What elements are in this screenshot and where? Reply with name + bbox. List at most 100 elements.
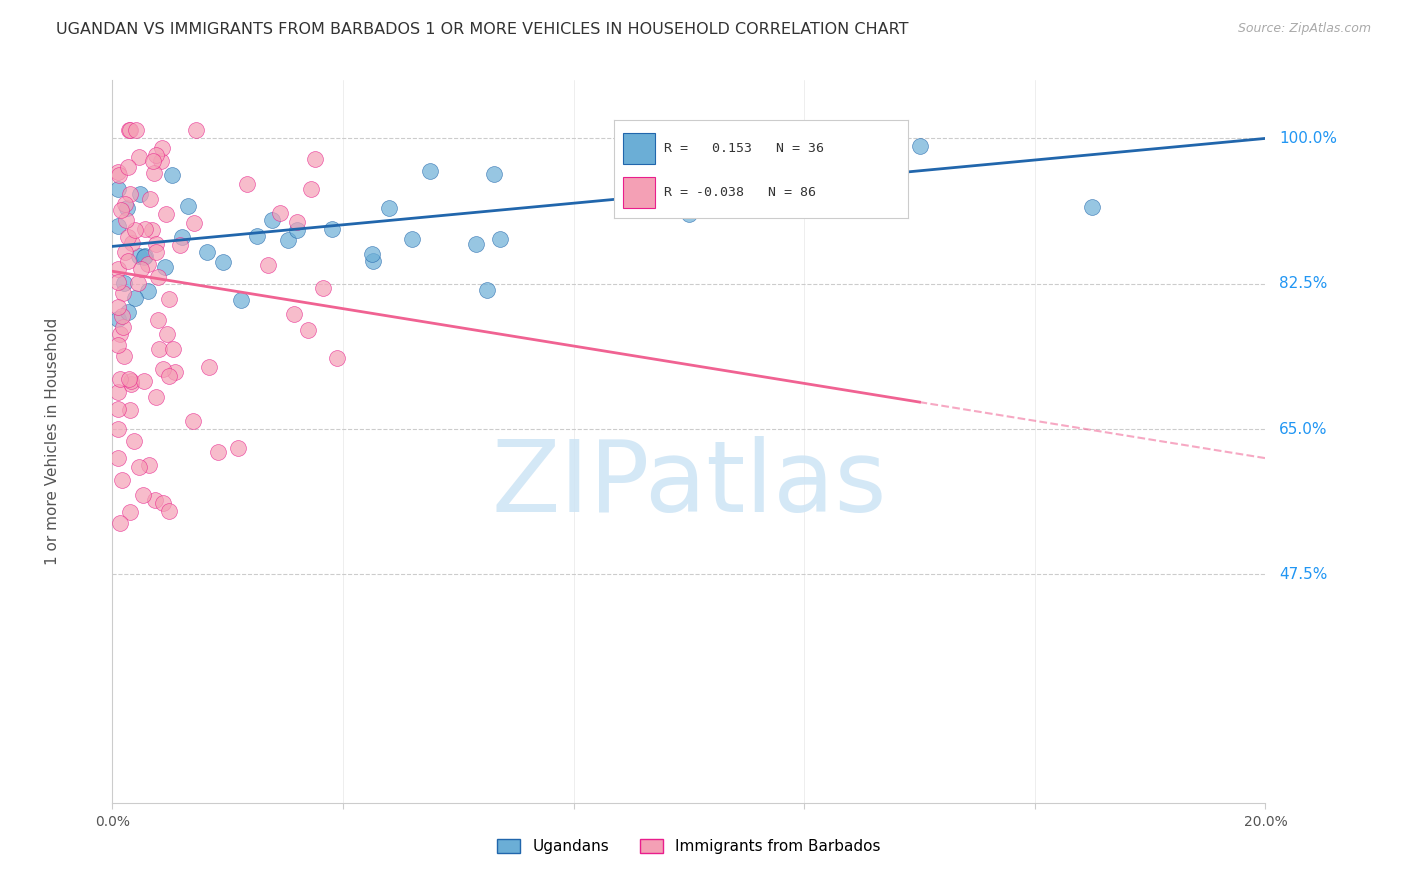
Point <box>134 221 156 235</box>
Point <box>169 237 191 252</box>
Point <box>157 292 180 306</box>
Text: UGANDAN VS IMMIGRANTS FROM BARBADOS 1 OR MORE VEHICLES IN HOUSEHOLD CORRELATION : UGANDAN VS IMMIGRANTS FROM BARBADOS 1 OR… <box>56 22 908 37</box>
Point <box>378 201 401 215</box>
Point <box>165 365 187 379</box>
Point <box>117 253 139 268</box>
Point <box>184 123 207 137</box>
Point <box>181 414 204 428</box>
Point <box>198 360 221 375</box>
Point <box>156 326 179 341</box>
Point <box>212 255 235 269</box>
Point <box>107 385 129 400</box>
Point <box>114 244 136 259</box>
Text: ZIPatlas: ZIPatlas <box>491 436 887 533</box>
Point <box>128 150 150 164</box>
Point <box>148 270 170 285</box>
Point <box>231 293 253 307</box>
Point <box>111 319 134 334</box>
Point <box>107 312 129 326</box>
Point <box>321 222 343 236</box>
Point <box>277 233 299 247</box>
Point <box>107 422 129 436</box>
Point <box>401 232 423 246</box>
Point <box>150 140 173 154</box>
Point <box>142 154 165 169</box>
Point <box>122 434 145 448</box>
Point <box>107 219 129 233</box>
Point <box>149 153 172 168</box>
Point <box>176 199 198 213</box>
Point <box>141 223 163 237</box>
Point <box>120 376 142 391</box>
Point <box>145 493 167 508</box>
Point <box>142 166 165 180</box>
Text: 1 or more Vehicles in Household: 1 or more Vehicles in Household <box>45 318 60 566</box>
Point <box>112 349 135 363</box>
Point <box>226 442 249 456</box>
Point <box>678 207 700 221</box>
Point <box>160 168 183 182</box>
Point <box>136 284 159 298</box>
Point <box>124 223 146 237</box>
Text: 47.5%: 47.5% <box>1279 567 1327 582</box>
Point <box>110 516 132 530</box>
Point <box>117 160 139 174</box>
Point <box>145 390 167 404</box>
Point <box>118 403 141 417</box>
Point <box>120 123 142 137</box>
Point <box>172 229 194 244</box>
Point <box>107 276 129 290</box>
Point <box>117 305 139 319</box>
Point <box>132 488 155 502</box>
Point <box>260 213 283 227</box>
Point <box>107 451 129 466</box>
Point <box>236 178 259 192</box>
Point <box>464 236 486 251</box>
Point <box>118 372 141 386</box>
Point <box>148 343 170 357</box>
Point <box>117 123 139 137</box>
Point <box>419 164 441 178</box>
Point <box>136 257 159 271</box>
Point <box>482 167 505 181</box>
Point <box>283 307 305 321</box>
Legend: Ugandans, Immigrants from Barbados: Ugandans, Immigrants from Barbados <box>491 833 887 860</box>
Point <box>125 123 148 137</box>
Point <box>107 337 129 351</box>
Point <box>139 192 162 206</box>
Point <box>285 223 308 237</box>
Point <box>110 203 132 218</box>
Point <box>148 313 170 327</box>
Point <box>112 277 135 291</box>
Point <box>111 309 134 323</box>
Point <box>152 362 174 376</box>
Point <box>107 165 129 179</box>
Point <box>115 202 138 216</box>
Point <box>107 181 129 195</box>
Point <box>134 250 156 264</box>
Point <box>114 196 136 211</box>
Point <box>361 254 384 268</box>
Point <box>127 277 149 291</box>
Text: 100.0%: 100.0% <box>1279 131 1337 146</box>
Point <box>311 281 333 295</box>
Point <box>155 207 177 221</box>
Point <box>360 246 382 260</box>
Point <box>159 368 181 383</box>
Point <box>117 230 139 244</box>
Point <box>477 283 499 297</box>
Point <box>111 473 134 487</box>
Point <box>195 244 218 259</box>
Point <box>120 187 142 202</box>
Point <box>138 458 160 473</box>
Point <box>908 139 931 153</box>
Point <box>128 459 150 474</box>
Point <box>108 327 131 342</box>
Point <box>246 229 269 244</box>
Point <box>134 249 156 263</box>
Point <box>269 206 291 220</box>
Point <box>107 261 129 276</box>
Point <box>145 148 167 162</box>
Point <box>1081 200 1104 214</box>
Text: Source: ZipAtlas.com: Source: ZipAtlas.com <box>1237 22 1371 36</box>
